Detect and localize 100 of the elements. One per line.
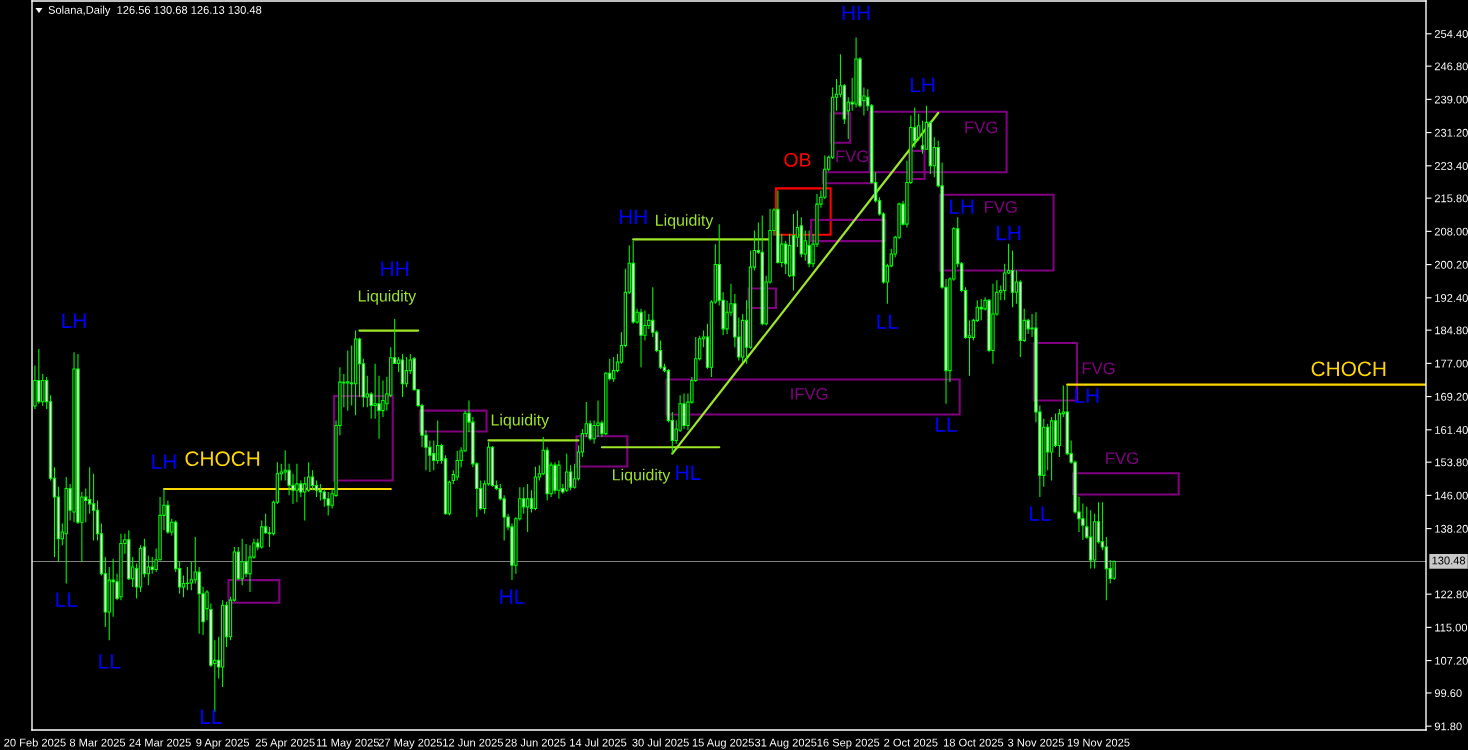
- candlestick: [807, 230, 811, 268]
- y-tick-label: 122.80: [1435, 590, 1468, 599]
- y-tick-label: 91.80: [1434, 722, 1462, 731]
- y-tick-label: 177.00: [1435, 359, 1468, 368]
- annotation: FVG: [1082, 362, 1115, 375]
- annotation: LH: [1075, 388, 1099, 403]
- y-tick-label: 107.20: [1435, 656, 1468, 665]
- candlestick: [244, 543, 248, 578]
- annotation: Liquidity: [491, 413, 550, 429]
- annotation: LH: [950, 199, 974, 214]
- y-tick-label: 99.60: [1434, 689, 1462, 698]
- annotation: HH: [842, 5, 870, 21]
- annotation: CHOCH: [1311, 361, 1386, 377]
- ref-line-label: 130.48: [1432, 556, 1466, 565]
- x-tick-label: 18 Oct 2025: [943, 738, 1004, 747]
- candlestick: [611, 356, 616, 383]
- candlestick: [522, 486, 526, 515]
- annotation: Liquidity: [613, 468, 671, 484]
- candlestick: [306, 461, 311, 493]
- annotation: LL: [56, 592, 78, 607]
- annotation: LL: [1029, 506, 1051, 521]
- annotation: LH: [910, 77, 935, 92]
- x-tick-label: 20 Feb 2025: [4, 738, 66, 747]
- annotation: FVG: [836, 150, 869, 163]
- candlestick: [568, 464, 573, 491]
- x-tick-label: 19 Nov 2025: [1067, 738, 1130, 747]
- candlestick: [435, 419, 440, 465]
- candlestick: [565, 453, 569, 493]
- annotation: HH: [619, 209, 647, 224]
- candlestick: [91, 473, 96, 542]
- y-tick-label: 215.80: [1434, 194, 1468, 203]
- candlestick: [185, 566, 190, 591]
- y-tick-label: 208.00: [1434, 227, 1468, 236]
- y-tick-label: 184.80: [1435, 326, 1468, 335]
- annotation: LH: [152, 454, 176, 469]
- candlestick: [432, 439, 436, 471]
- annotation: HL: [676, 465, 701, 480]
- annotation: LH: [62, 313, 86, 328]
- candlestick: [326, 491, 330, 516]
- annotation: Liquidity: [358, 289, 417, 305]
- annotation: FVG: [985, 201, 1017, 213]
- y-tick-label: 231.20: [1434, 128, 1468, 137]
- candlestick: [916, 113, 921, 142]
- x-tick-label: 15 Aug 2025: [692, 738, 754, 749]
- candlestick: [41, 373, 45, 407]
- candlestick: [979, 298, 983, 321]
- annotation: HL: [500, 589, 525, 604]
- y-tick-label: 200.20: [1434, 260, 1468, 269]
- annotation: FVG: [965, 121, 998, 134]
- x-tick-label: 12 Jun 2025: [443, 738, 503, 747]
- candlestick: [37, 348, 41, 405]
- candlestick: [111, 558, 115, 618]
- candlestick: [1010, 250, 1015, 308]
- y-tick-label: 161.40: [1435, 426, 1468, 434]
- y-tick-label: 153.80: [1435, 458, 1468, 467]
- annotation: CHOCH: [185, 451, 260, 467]
- candlestick: [643, 310, 647, 341]
- candlestick: [920, 120, 925, 155]
- x-tick-label: 14 Jul 2025: [570, 738, 627, 747]
- x-tick-label: 27 May 2025: [378, 738, 442, 749]
- annotation: LL: [201, 709, 222, 724]
- annotation: FVG: [1106, 452, 1138, 465]
- y-tick-label: 246.80: [1434, 62, 1468, 71]
- x-tick-label: 8 Mar 2025: [69, 738, 126, 747]
- y-tick-label: 115.00: [1435, 623, 1468, 632]
- x-tick-label: 16 Sep 2025: [817, 738, 880, 749]
- y-tick-label: 169.20: [1435, 392, 1468, 401]
- annotation: LL: [936, 417, 957, 432]
- candlestick: [87, 466, 92, 515]
- candlestick: [310, 469, 315, 491]
- x-tick-label: 28 Jun 2025: [505, 738, 566, 747]
- candlestick: [240, 538, 244, 586]
- x-tick-label: 30 Jul 2025: [632, 738, 689, 747]
- candlestick: [1089, 509, 1093, 570]
- annotation: HH: [381, 261, 409, 276]
- y-tick-label: 146.00: [1435, 491, 1468, 500]
- annotation: LL: [877, 314, 899, 329]
- candlestick: [525, 483, 530, 533]
- y-tick-label: 192.40: [1435, 294, 1468, 302]
- x-tick-label: 2 Oct 2025: [884, 738, 938, 747]
- annotation: Liquidity: [656, 214, 714, 230]
- x-tick-label: 24 Mar 2025: [129, 738, 191, 747]
- candlestick: [1104, 536, 1109, 601]
- annotation: LL: [99, 654, 121, 669]
- y-tick-label: 223.40: [1434, 162, 1468, 170]
- chart-title: Solana,Daily 126.56 130.68 126.13 130.48: [48, 5, 262, 17]
- y-tick-label: 254.40: [1434, 30, 1468, 38]
- x-tick-label: 11 May 2025: [316, 738, 379, 749]
- candlestick: [455, 450, 459, 481]
- annotation: IFVG: [791, 387, 828, 400]
- x-tick-label: 3 Nov 2025: [1007, 738, 1064, 747]
- annotation: OB: [784, 152, 811, 167]
- x-tick-label: 25 Apr 2025: [255, 738, 315, 749]
- x-tick-label: 9 Apr 2025: [196, 738, 250, 749]
- x-tick-label: 31 Aug 2025: [754, 738, 817, 749]
- candlestick: [373, 363, 377, 420]
- annotation: LH: [996, 225, 1021, 241]
- candlestick: [295, 463, 299, 503]
- y-tick-label: 239.00: [1434, 95, 1468, 104]
- candlestick: [682, 393, 686, 430]
